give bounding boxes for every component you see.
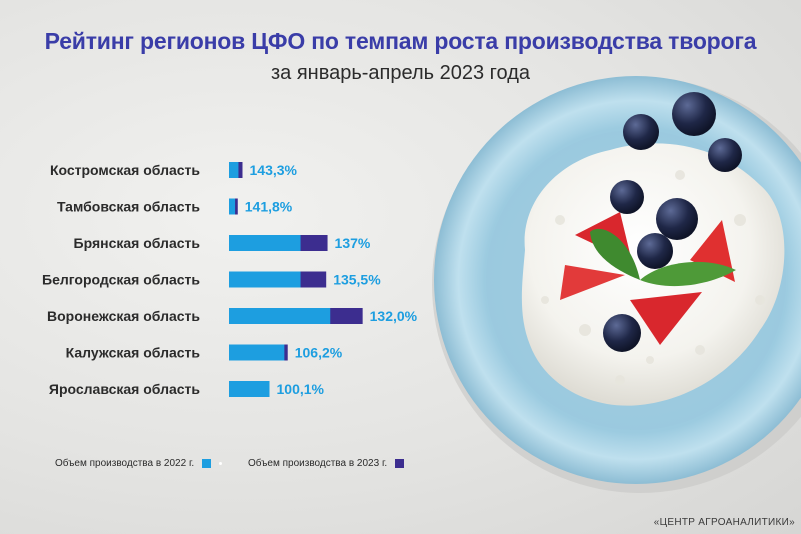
category-label: Тамбовская область bbox=[57, 199, 200, 215]
legend-separator-dot bbox=[219, 462, 223, 465]
category-label: Воронежская область bbox=[47, 308, 200, 324]
bar-2022 bbox=[229, 344, 285, 361]
category-label: Костромская область bbox=[50, 162, 200, 178]
bar-2022 bbox=[229, 381, 270, 397]
legend-label-2023: Объем производства в 2023 г. bbox=[248, 458, 388, 469]
legend-item-2023: Объем производства в 2023 г. bbox=[248, 458, 405, 469]
category-label: Брянская область bbox=[74, 235, 201, 251]
legend-item-2022: Объем производства в 2022 г. bbox=[55, 458, 223, 469]
bar-2022 bbox=[229, 235, 301, 251]
value-label: 141,8% bbox=[245, 199, 293, 215]
bar-2022 bbox=[229, 198, 236, 215]
bar-2022 bbox=[229, 271, 301, 288]
value-label: 143,3% bbox=[250, 162, 298, 178]
value-label: 132,0% bbox=[370, 308, 418, 324]
bar-2022 bbox=[229, 308, 331, 324]
source-credit: «ЦЕНТР АГРОАНАЛИТИКИ» bbox=[653, 517, 795, 528]
category-label: Белгородская область bbox=[42, 272, 200, 288]
legend-swatch-2022 bbox=[202, 459, 212, 468]
category-label: Ярославская область bbox=[49, 381, 201, 397]
value-label: 100,1% bbox=[277, 381, 325, 397]
chart-title: Рейтинг регионов ЦФО по темпам роста про… bbox=[44, 28, 757, 54]
value-label: 137% bbox=[335, 235, 371, 251]
legend-swatch-2023 bbox=[395, 459, 405, 468]
value-label: 106,2% bbox=[295, 345, 343, 361]
legend-label-2022: Объем производства в 2022 г. bbox=[55, 458, 195, 469]
value-label: 135,5% bbox=[333, 272, 381, 288]
bar-2022 bbox=[229, 162, 239, 178]
category-label: Калужская область bbox=[66, 345, 201, 361]
